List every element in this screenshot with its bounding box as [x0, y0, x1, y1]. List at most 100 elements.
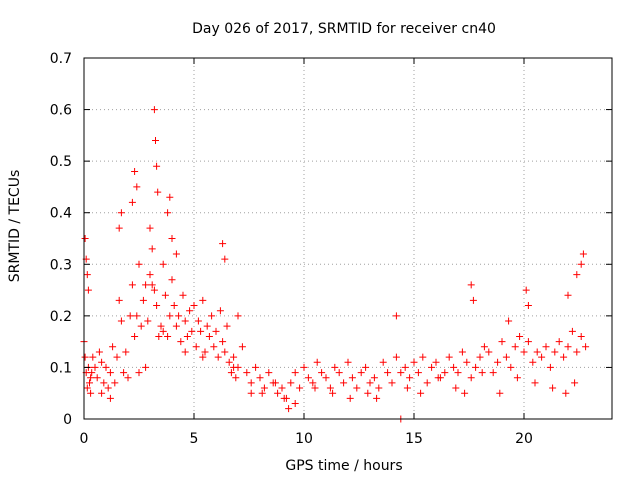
data-point — [238, 343, 246, 351]
x-axis-title: GPS time / hours — [285, 458, 402, 474]
data-point — [93, 374, 101, 382]
data-point — [322, 374, 330, 382]
data-point — [546, 363, 554, 371]
data-point — [175, 312, 183, 320]
data-point — [573, 271, 581, 279]
data-point — [126, 312, 134, 320]
data-point — [150, 106, 158, 114]
data-point — [252, 363, 260, 371]
data-point — [531, 379, 539, 387]
data-point — [551, 348, 559, 356]
data-point — [232, 374, 240, 382]
data-point — [166, 312, 174, 320]
data-point — [410, 358, 418, 366]
x-tick-label: 20 — [515, 431, 533, 447]
data-point — [571, 379, 579, 387]
data-point — [188, 327, 196, 335]
data-point — [219, 338, 227, 346]
data-point — [280, 394, 288, 402]
data-point — [166, 193, 174, 201]
data-point — [414, 369, 422, 377]
data-point — [135, 260, 143, 268]
data-point — [513, 374, 521, 382]
data-point — [115, 224, 123, 232]
data-point — [221, 348, 229, 356]
data-point — [216, 307, 224, 315]
data-point — [153, 302, 161, 310]
data-point — [370, 374, 378, 382]
data-point — [392, 353, 400, 361]
data-point — [161, 291, 169, 299]
data-point — [549, 384, 557, 392]
data-point — [287, 379, 295, 387]
data-point — [86, 379, 93, 387]
data-point — [271, 379, 279, 387]
data-point — [128, 281, 136, 289]
data-point — [577, 332, 585, 340]
data-point — [131, 167, 139, 175]
chart-title: Day 026 of 2017, SRMTID for receiver cn4… — [192, 21, 496, 37]
data-point — [258, 389, 266, 397]
data-point — [83, 271, 91, 279]
data-point — [278, 384, 286, 392]
data-point — [502, 353, 510, 361]
data-point — [577, 260, 585, 268]
data-point — [423, 379, 431, 387]
data-point — [95, 348, 103, 356]
data-point — [458, 348, 466, 356]
data-point — [190, 302, 198, 310]
data-point — [582, 343, 590, 351]
data-point — [304, 374, 312, 382]
data-point — [344, 358, 352, 366]
data-point — [505, 317, 513, 325]
data-point — [507, 363, 515, 371]
data-point — [133, 183, 141, 191]
data-point — [111, 379, 119, 387]
data-point — [84, 286, 92, 294]
data-point — [199, 296, 207, 304]
data-point — [146, 224, 154, 232]
data-point — [467, 281, 475, 289]
data-point — [87, 389, 95, 397]
data-point — [562, 389, 570, 397]
y-tick-label: 0.6 — [50, 103, 72, 119]
data-point — [353, 384, 361, 392]
data-point — [203, 322, 211, 330]
data-point — [573, 348, 581, 356]
data-point — [106, 394, 114, 402]
data-point — [201, 348, 209, 356]
data-point — [256, 374, 264, 382]
data-point — [379, 358, 387, 366]
data-point — [476, 353, 484, 361]
data-point — [388, 379, 396, 387]
data-point — [179, 291, 187, 299]
data-point — [102, 363, 110, 371]
data-point — [186, 307, 194, 315]
data-point — [181, 317, 189, 325]
data-point — [194, 317, 202, 325]
data-point — [139, 296, 147, 304]
data-point — [168, 235, 176, 242]
data-point — [89, 353, 97, 361]
data-point — [357, 369, 365, 377]
data-point — [221, 255, 229, 263]
data-point — [318, 369, 326, 377]
data-point — [555, 338, 563, 346]
data-point — [285, 405, 293, 413]
data-point — [117, 317, 125, 325]
data-point — [362, 363, 370, 371]
data-point — [117, 209, 125, 217]
data-point — [164, 209, 172, 217]
data-point — [485, 348, 493, 356]
data-point — [511, 343, 519, 351]
data-point — [81, 353, 89, 361]
data-point — [181, 348, 189, 356]
y-tick-label: 0 — [63, 412, 72, 428]
y-tick-label: 0.5 — [50, 154, 72, 170]
data-point — [300, 363, 308, 371]
data-point — [291, 369, 299, 377]
data-point — [223, 322, 231, 330]
data-point — [498, 338, 506, 346]
data-point — [172, 250, 180, 258]
